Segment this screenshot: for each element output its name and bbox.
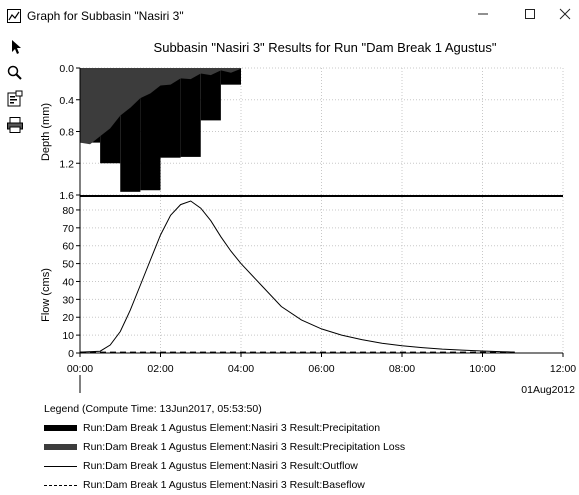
graph-toolbar: [0, 34, 28, 144]
y-tick-label-flow: 50: [62, 259, 74, 271]
maximize-icon: [525, 9, 535, 19]
legend-label: Run:Dam Break 1 Agustus Element:Nasiri 3…: [83, 460, 358, 472]
x-tick-label: 12:00: [550, 363, 576, 375]
properties-icon[interactable]: [6, 90, 24, 108]
y-tick-label-flow: 20: [62, 312, 74, 324]
print-icon[interactable]: [6, 116, 24, 134]
depth-panel: [80, 68, 241, 192]
flow-panel: [79, 200, 515, 353]
pointer-icon[interactable]: [6, 38, 24, 56]
x-tick-label: 06:00: [308, 363, 334, 375]
y-axis-label-flow: Flow (cms): [40, 268, 52, 322]
close-button[interactable]: [545, 4, 579, 28]
legend-item-precipitation: Run:Dam Break 1 Agustus Element:Nasiri 3…: [44, 421, 464, 437]
outflow-line: [79, 200, 515, 353]
y-tick-label-depth: 0.8: [59, 127, 74, 139]
legend-swatch-outflow: [44, 466, 77, 467]
y-tick-label-flow: 0: [68, 348, 74, 360]
y-tick-label-depth: 0.0: [59, 63, 74, 75]
y-tick-label-flow: 60: [62, 241, 74, 253]
y-tick-label-flow: 40: [62, 276, 74, 288]
y-tick-label-flow: 10: [62, 330, 74, 342]
y-tick-label-depth: 1.2: [59, 158, 74, 170]
legend-item-precipitation-loss: Run:Dam Break 1 Agustus Element:Nasiri 3…: [44, 440, 464, 456]
minimize-icon: [478, 13, 488, 15]
x-tick-label: 02:00: [147, 363, 173, 375]
precipitation-bar: [160, 68, 181, 158]
x-tick-label: 10:00: [469, 363, 495, 375]
legend-label: Run:Dam Break 1 Agustus Element:Nasiri 3…: [83, 441, 406, 453]
y-tick-label-flow: 70: [62, 223, 74, 235]
chart-area: 00:00 02:00 04:00 06:00 08:00 10:00 12:00 0.0 0.…: [40, 63, 576, 396]
y-tick-label-flow: 30: [62, 294, 74, 306]
x-axis-date-label: 01Aug2012: [521, 384, 575, 396]
zoom-icon[interactable]: [6, 64, 24, 82]
precipitation-bar: [200, 68, 221, 121]
y-axis-label-depth: Depth (mm): [40, 103, 52, 161]
precipitation-loss-area: [80, 68, 241, 145]
legend-title: Legend (Compute Time: 13Jun2017, 05:53:5…: [44, 403, 262, 415]
window-title: Graph for Subbasin "Nasiri 3": [27, 9, 184, 23]
close-icon: [559, 8, 571, 20]
y-tick-label-depth: 1.6: [59, 190, 74, 202]
tick-labels: 00:00 02:00 04:00 06:00 08:00 10:00 12:00 0.0 0.…: [59, 63, 576, 375]
legend-label: Run:Dam Break 1 Agustus Element:Nasiri 3…: [83, 479, 365, 491]
chart-title: Subbasin "Nasiri 3" Results for Run "Dam…: [153, 40, 497, 55]
legend-item-baseflow: Run:Dam Break 1 Agustus Element:Nasiri 3…: [44, 478, 464, 494]
precipitation-bar: [220, 68, 241, 85]
maximize-button[interactable]: [510, 4, 550, 28]
precipitation-bar: [180, 68, 201, 157]
x-tick-label: 04:00: [228, 363, 254, 375]
legend-swatch-baseflow: [44, 485, 77, 486]
y-tick-label-flow: 80: [62, 205, 74, 217]
minimize-button[interactable]: [463, 4, 503, 28]
legend-swatch-precipitation-loss: [44, 444, 77, 450]
x-tick-label: 08:00: [389, 363, 415, 375]
precipitation-bar: [140, 68, 161, 191]
y-tick-label-depth: 0.4: [59, 95, 74, 107]
legend-label: Run:Dam Break 1 Agustus Element:Nasiri 3…: [83, 422, 381, 434]
title-bar: Graph for Subbasin "Nasiri 3": [0, 0, 579, 32]
legend-item-outflow: Run:Dam Break 1 Agustus Element:Nasiri 3…: [44, 459, 464, 475]
legend-swatch-precipitation: [44, 425, 77, 431]
axes: [76, 67, 564, 393]
graph-window-icon: [7, 9, 21, 23]
x-tick-label: 00:00: [67, 363, 93, 375]
